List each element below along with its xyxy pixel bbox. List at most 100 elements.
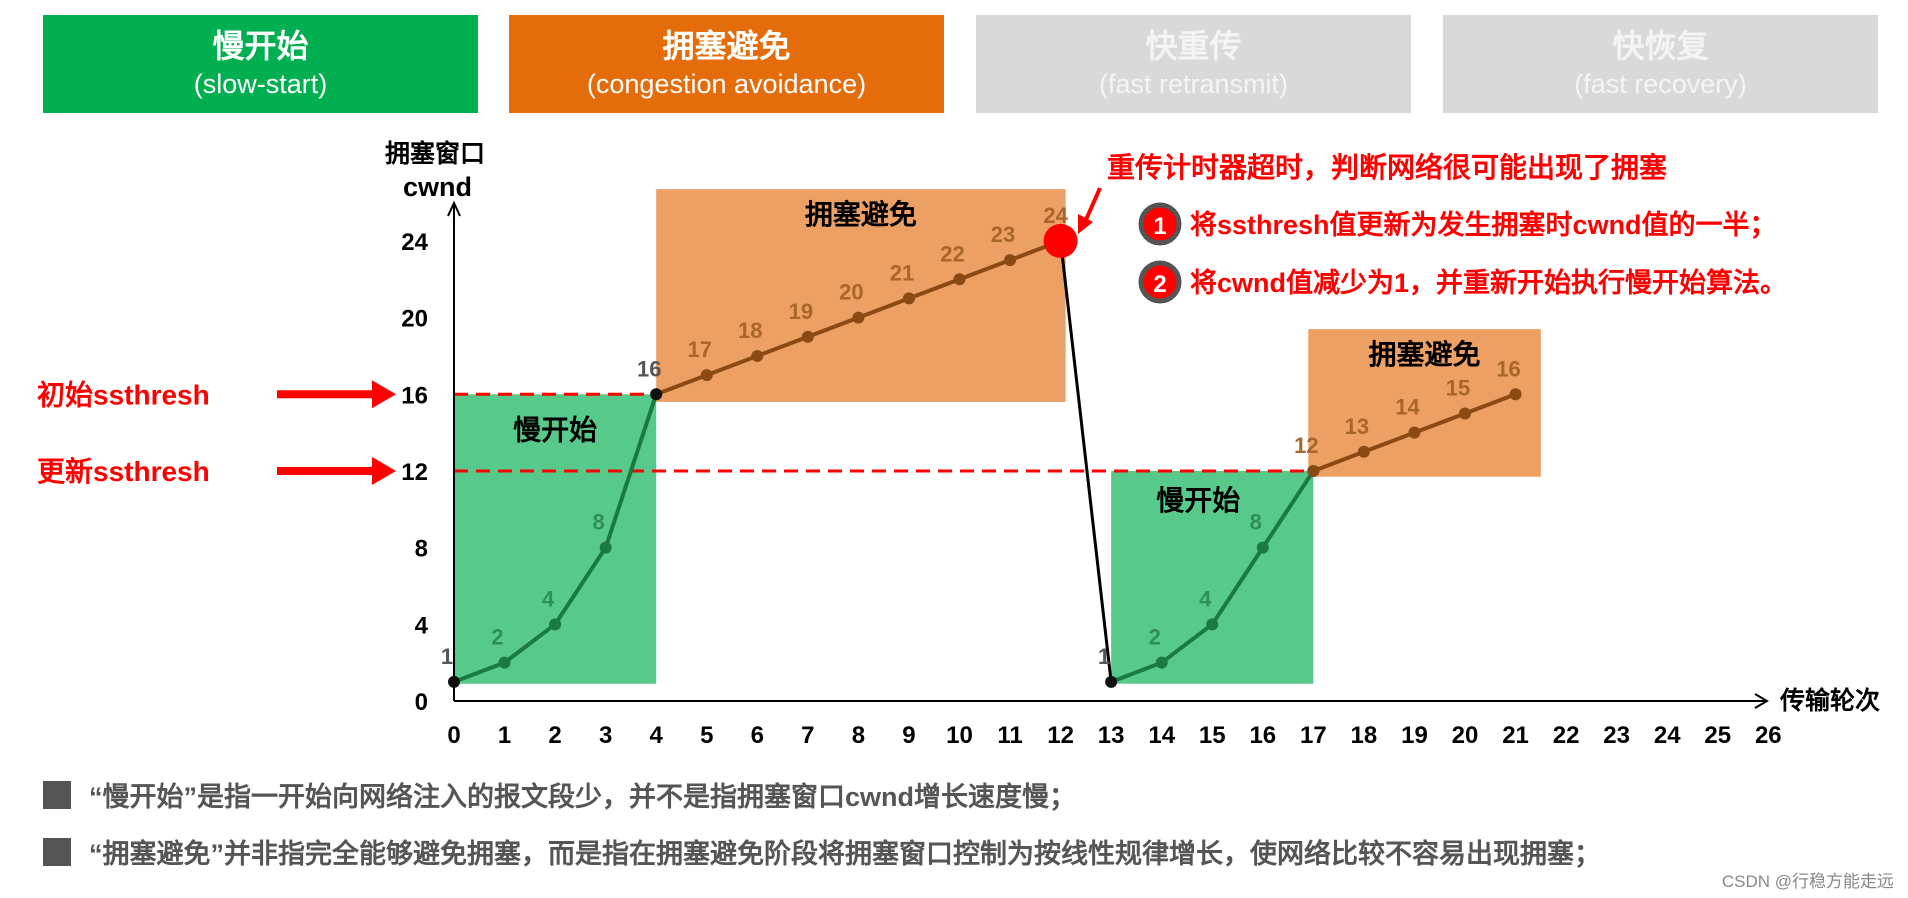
x-tick-label: 7 xyxy=(801,722,814,749)
phase-title: 慢开始 xyxy=(212,28,309,64)
data-label: 17 xyxy=(688,337,712,362)
region-label: 拥塞避免 xyxy=(805,198,917,230)
phase-title: 快重传 xyxy=(1145,28,1242,64)
data-label: 4 xyxy=(1199,586,1212,611)
data-point xyxy=(498,656,511,669)
data-label: 13 xyxy=(1345,414,1369,439)
data-label: 19 xyxy=(789,299,813,324)
x-tick-label: 24 xyxy=(1654,722,1681,749)
data-point xyxy=(700,369,713,382)
phase-region xyxy=(1111,470,1314,684)
x-tick-label: 1 xyxy=(498,722,511,749)
phase-subtitle: (fast recovery) xyxy=(1574,69,1747,99)
annotation-item-2: 2 将cwnd值减少为1，并重新开始执行慢开始算法。 xyxy=(1138,260,1787,304)
timeout-point xyxy=(1043,223,1078,258)
x-tick-label: 6 xyxy=(751,722,764,749)
watermark: CSDN @行稳方能走远 xyxy=(1721,872,1894,891)
data-point xyxy=(1459,407,1471,420)
data-point xyxy=(1206,618,1219,631)
phase-header-slow-start: 慢开始 (slow-start) xyxy=(43,15,478,113)
x-tick-label: 14 xyxy=(1148,722,1175,749)
phase-subtitle: (slow-start) xyxy=(193,69,328,99)
data-point xyxy=(751,349,764,362)
y-tick-label: 20 xyxy=(401,306,428,333)
annotation-text: 将cwnd值减少为1，并重新开始执行慢开始算法。 xyxy=(1190,267,1787,298)
data-point xyxy=(953,273,966,286)
data-point xyxy=(1105,675,1118,688)
ssthresh-arrow-icon xyxy=(277,466,377,475)
data-point xyxy=(1509,388,1522,401)
data-label: 22 xyxy=(940,241,964,266)
data-label: 1 xyxy=(1098,644,1110,669)
number-badge-icon xyxy=(1138,260,1182,304)
x-tick-label: 0 xyxy=(447,722,460,749)
data-point xyxy=(549,618,562,631)
x-tick-label: 11 xyxy=(997,722,1022,749)
data-point xyxy=(448,675,460,688)
y-tick-label: 16 xyxy=(401,382,428,409)
annotation-title: 重传计时器超时，判断网络很可能出现了拥塞 xyxy=(1107,151,1667,183)
x-tick-label: 3 xyxy=(599,722,612,749)
ssthresh-label: 更新ssthresh xyxy=(37,456,210,487)
number-badge-icon xyxy=(1138,202,1182,246)
region-label: 拥塞避免 xyxy=(1369,338,1481,370)
data-label: 2 xyxy=(1149,625,1161,650)
phase-title: 拥塞避免 xyxy=(662,28,791,64)
data-label: 20 xyxy=(839,280,863,305)
data-label: 8 xyxy=(1250,510,1262,535)
phase-header-fast-retransmit: 快重传 (fast retransmit) xyxy=(976,15,1411,113)
phase-subtitle: (fast retransmit) xyxy=(1098,69,1289,99)
annotation-arrow-head xyxy=(1078,214,1093,234)
data-point xyxy=(650,388,663,401)
x-tick-label: 20 xyxy=(1452,722,1479,749)
data-label: 18 xyxy=(738,318,762,343)
region-label: 慢开始 xyxy=(1156,485,1240,516)
region-label: 慢开始 xyxy=(513,414,597,445)
note-text: “拥塞避免”并非指完全能够避免拥塞，而是指在拥塞避免阶段将拥塞窗口控制为按线性规… xyxy=(89,839,1601,869)
x-axis-arrow-icon xyxy=(1754,693,1769,709)
phase-header-congestion-avoidance: 拥塞避免 (congestion avoidance) xyxy=(509,15,944,113)
x-tick-label: 25 xyxy=(1704,722,1731,749)
data-label: 21 xyxy=(890,260,914,285)
data-label: 23 xyxy=(991,222,1015,247)
y-tick-label: 8 xyxy=(415,536,428,563)
data-point xyxy=(852,311,865,324)
x-tick-label: 15 xyxy=(1199,722,1226,749)
x-tick-label: 4 xyxy=(650,722,664,749)
badge-number: 2 xyxy=(1153,271,1166,298)
note-congestion-avoidance: “拥塞避免”并非指完全能够避免拥塞，而是指在拥塞避免阶段将拥塞窗口控制为按线性规… xyxy=(43,832,1601,871)
phase-header-fast-recovery: 快恢复 (fast recovery) xyxy=(1443,15,1878,113)
data-label: 16 xyxy=(1496,356,1520,381)
annotation-item-1: 1 将ssthresh值更新为发生拥塞时cwnd值的一半； xyxy=(1138,202,1777,246)
y-tick-label: 12 xyxy=(401,459,428,486)
phase-subtitle: (congestion avoidance) xyxy=(586,69,867,99)
data-point xyxy=(1357,445,1370,458)
data-label: 24 xyxy=(1043,203,1068,228)
data-label: 2 xyxy=(491,625,503,650)
x-tick-label: 19 xyxy=(1401,722,1428,749)
x-tick-label: 18 xyxy=(1351,722,1378,749)
data-point xyxy=(1004,254,1017,267)
phase-region xyxy=(1308,329,1541,477)
ssthresh-arrow-head xyxy=(372,456,396,485)
y-axis-label-unit: cwnd xyxy=(403,172,472,202)
x-tick-label: 17 xyxy=(1300,722,1327,749)
x-tick-label: 22 xyxy=(1553,722,1580,749)
y-tick-label: 24 xyxy=(401,229,428,256)
data-label: 14 xyxy=(1395,395,1420,420)
data-label: 15 xyxy=(1446,375,1470,400)
y-axis-label: 拥塞窗口 xyxy=(385,139,485,168)
ssthresh-arrow-head xyxy=(372,380,396,409)
annotation-text: 将ssthresh值更新为发生拥塞时cwnd值的一半； xyxy=(1190,209,1777,240)
bullet-square-icon xyxy=(43,780,71,809)
data-point xyxy=(801,330,814,343)
x-tick-label: 8 xyxy=(852,722,865,749)
data-label: 12 xyxy=(1294,433,1318,458)
y-axis-arrow-icon xyxy=(447,200,461,217)
note-slow-start: “慢开始”是指一开始向网络注入的报文段少，并不是指拥塞窗口cwnd增长速度慢； xyxy=(43,775,1076,814)
x-tick-label: 12 xyxy=(1047,722,1074,749)
data-label: 16 xyxy=(637,356,661,381)
phase-region xyxy=(454,394,657,684)
x-tick-label: 5 xyxy=(700,722,713,749)
